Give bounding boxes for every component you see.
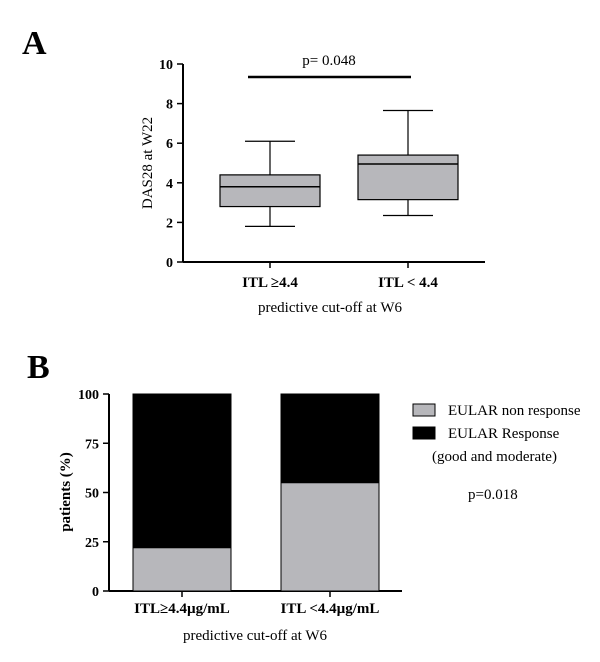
x-category-label: ITL≥4.4µg/mL	[134, 601, 230, 617]
panel-b-y-axis-title: patients (%)	[58, 452, 74, 532]
panel-a-x-axis-title: predictive cut-off at W6	[258, 300, 402, 316]
x-category-label: ITL < 4.4	[378, 275, 438, 291]
legend-swatch-non-response	[412, 403, 436, 417]
legend-label-non-response: EULAR non response	[448, 403, 581, 419]
y-tick-label: 0	[166, 256, 173, 271]
panel-a-y-axis-title: DAS28 at W22	[140, 117, 156, 209]
y-tick-label: 0	[92, 585, 99, 600]
panel-a-label: A	[22, 25, 47, 62]
legend-note: (good and moderate)	[432, 449, 557, 465]
legend-label-response: EULAR Response	[448, 426, 560, 442]
y-tick-label: 8	[166, 98, 173, 113]
y-tick-label: 2	[166, 216, 173, 231]
bar-segment-response	[280, 393, 380, 484]
panel-a: A 0 2 4 6 8 10 ITL ≥4.4 ITL < 4.4 p= 0.048 DAS28…	[22, 25, 485, 316]
panel-b-x-axis-title: predictive cut-off at W6	[183, 628, 327, 644]
bar-segment-non-response	[132, 547, 232, 592]
y-tick-label: 6	[166, 137, 173, 152]
p-value-annotation: p= 0.048	[302, 53, 355, 69]
box	[357, 154, 459, 201]
y-tick-label: 10	[159, 58, 173, 73]
panel-b-p-value: p=0.018	[468, 487, 518, 503]
y-tick-label: 75	[85, 437, 99, 452]
y-tick-label: 25	[85, 536, 99, 551]
panel-b: B 0 25 50 75 100 ITL≥4.4µg/mL ITL <4.4µg/mL pa…	[27, 349, 581, 644]
panel-a-marks: 0 2 4 6 8 10 ITL ≥4.4 ITL < 4.4 p= 0.048	[159, 53, 459, 291]
x-category-label: ITL ≥4.4	[242, 275, 298, 291]
y-tick-label: 4	[166, 177, 173, 192]
panel-b-label: B	[27, 349, 50, 386]
panel-b-marks: 0 25 50 75 100 ITL≥4.4µg/mL ITL <4.4µg/mL	[78, 388, 380, 617]
legend-swatch-response	[412, 426, 436, 440]
bar-segment-response	[132, 393, 232, 549]
panel-b-legend: EULAR non response EULAR Response (good …	[412, 403, 581, 465]
box	[219, 174, 321, 208]
x-category-label: ITL <4.4µg/mL	[281, 601, 380, 617]
bar-segment-non-response	[280, 482, 380, 592]
y-tick-label: 50	[85, 487, 99, 502]
y-tick-label: 100	[78, 388, 99, 403]
